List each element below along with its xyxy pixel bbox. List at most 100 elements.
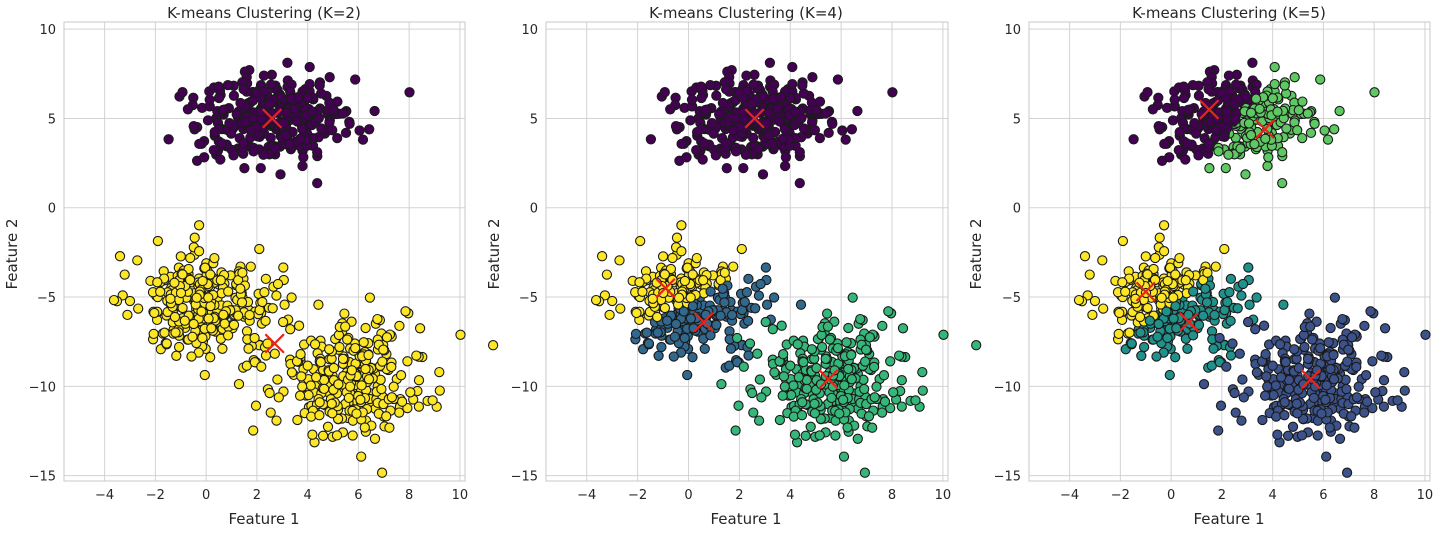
data-point	[1181, 138, 1193, 149]
data-point	[317, 430, 329, 441]
data-point	[165, 293, 176, 304]
data-point	[169, 277, 180, 288]
data-point	[888, 387, 899, 398]
data-point	[657, 251, 669, 262]
data-point	[245, 261, 256, 272]
data-point	[170, 327, 181, 338]
data-point	[1270, 380, 1281, 391]
y-tick-label: −10	[511, 380, 538, 395]
data-point	[1134, 277, 1145, 288]
data-point	[910, 395, 921, 406]
data-point	[1308, 392, 1320, 404]
centroid-stroke	[1199, 99, 1220, 120]
x-tick-label: −4	[577, 488, 596, 503]
data-point	[1316, 408, 1327, 419]
data-point	[1136, 350, 1147, 361]
data-point	[1325, 322, 1336, 334]
data-point	[1214, 332, 1225, 344]
data-point	[235, 97, 246, 109]
data-point	[215, 154, 226, 165]
data-point	[1329, 124, 1340, 135]
data-point	[1315, 74, 1326, 85]
data-point	[1235, 143, 1246, 154]
data-point	[1168, 292, 1179, 303]
data-point	[307, 429, 318, 440]
data-point	[326, 398, 337, 409]
data-point	[772, 103, 783, 115]
data-point	[322, 421, 334, 432]
data-point	[676, 220, 687, 231]
data-point	[1089, 295, 1101, 307]
data-point	[843, 322, 854, 334]
centroids	[262, 108, 285, 354]
data-point	[1277, 177, 1288, 189]
data-point	[763, 129, 774, 141]
data-point	[779, 160, 791, 172]
data-point	[1311, 365, 1323, 376]
data-point	[1164, 152, 1175, 163]
centroid-stroke	[1135, 281, 1156, 302]
data-point	[1203, 84, 1214, 95]
y-tick-label: −15	[511, 470, 538, 485]
data-point	[1262, 123, 1273, 135]
data-point	[590, 294, 602, 306]
data-point	[752, 143, 764, 154]
data-points	[1073, 57, 1431, 478]
data-point	[223, 286, 234, 297]
data-point	[272, 278, 284, 290]
data-point	[787, 61, 798, 73]
data-point	[699, 343, 710, 354]
data-point	[254, 243, 265, 255]
data-point	[1297, 132, 1308, 144]
data-point	[247, 113, 259, 124]
data-point	[256, 361, 267, 372]
data-point	[705, 286, 716, 297]
axes-frame	[1028, 21, 1431, 482]
data-point	[1370, 387, 1381, 398]
data-point	[208, 144, 219, 156]
data-point	[809, 125, 821, 136]
y-tick-label: −5	[37, 291, 56, 306]
data-point	[710, 150, 722, 161]
data-point	[219, 318, 230, 329]
data-point	[1305, 127, 1317, 139]
data-point	[307, 106, 318, 117]
data-point	[175, 251, 186, 262]
data-point	[705, 330, 716, 341]
data-point	[318, 383, 330, 395]
data-point	[1230, 79, 1242, 90]
data-point	[971, 340, 982, 351]
data-point	[1351, 361, 1362, 373]
data-point	[1170, 300, 1181, 312]
x-tick-label: 6	[354, 488, 362, 503]
data-point	[333, 379, 344, 390]
data-point	[741, 287, 753, 298]
data-point	[687, 269, 698, 280]
data-point	[1289, 344, 1300, 355]
data-point	[342, 334, 353, 345]
data-point	[777, 133, 789, 144]
data-point	[670, 121, 682, 132]
data-point	[372, 313, 383, 325]
data-point	[1242, 316, 1254, 328]
data-point	[1353, 381, 1364, 392]
data-point	[846, 374, 857, 385]
data-point	[669, 331, 681, 342]
chart-title: K-means Clustering (K=2)	[167, 4, 361, 22]
data-point	[699, 138, 710, 149]
data-point	[667, 252, 678, 264]
data-point	[213, 92, 225, 104]
data-point	[315, 356, 326, 368]
data-point	[877, 320, 888, 332]
y-tick-label: 10	[521, 23, 538, 38]
data-point	[177, 302, 188, 314]
data-point	[1173, 144, 1184, 156]
data-point	[859, 356, 871, 367]
data-point	[1230, 114, 1241, 125]
data-point	[859, 467, 871, 478]
data-point	[203, 292, 214, 303]
x-axis-label: Feature 1	[711, 510, 782, 528]
data-point	[720, 84, 732, 95]
data-point	[785, 93, 796, 104]
data-point	[1168, 313, 1179, 324]
